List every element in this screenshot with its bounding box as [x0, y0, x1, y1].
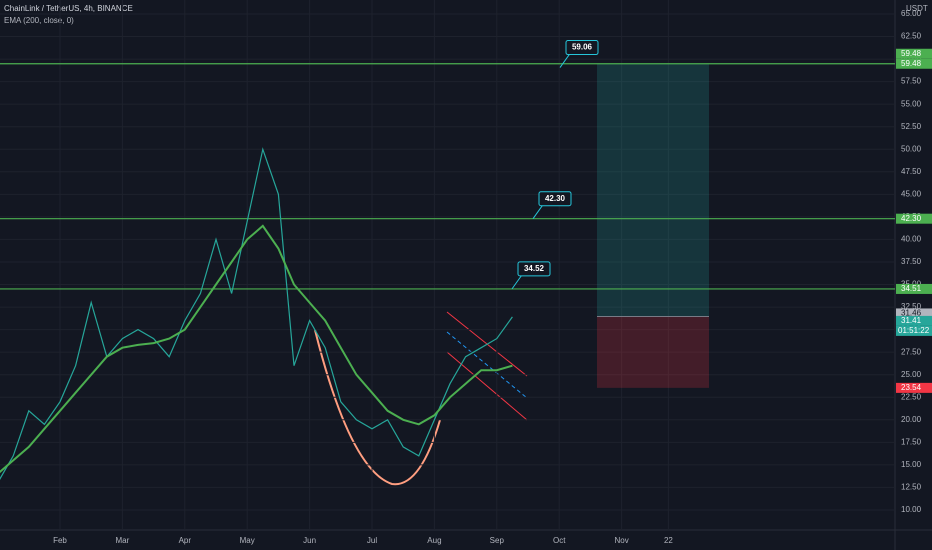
price-badge-label: 31.41: [901, 316, 922, 325]
price-badge-label: 34.51: [901, 284, 922, 293]
price-badge-label: 23.54: [901, 383, 922, 392]
price-badge-label: 31.46: [901, 309, 922, 318]
y-tick-label: 45.00: [901, 189, 922, 198]
price-badge-label: 59.48: [901, 49, 922, 58]
y-tick-label: 10.00: [901, 505, 922, 514]
y-tick-label: 27.50: [901, 347, 922, 356]
price-badge: [896, 283, 932, 294]
callout-pointer: [532, 204, 544, 219]
y-tick-label: 55.00: [901, 99, 922, 108]
callout-pointer: [511, 274, 523, 290]
y-tick-label: 25.00: [901, 370, 922, 379]
series-line: [0, 224, 513, 474]
countdown-label: 01:51:22: [898, 326, 930, 335]
series-line: [0, 147, 513, 480]
y-tick-label: 50.00: [901, 144, 922, 153]
x-tick-label: Mar: [116, 536, 130, 545]
callout-label: 34.52: [524, 264, 545, 273]
y-tick-label: 17.50: [901, 437, 922, 446]
y-tick-label: 40.00: [901, 235, 922, 244]
y-tick-label: 65.00: [901, 9, 922, 18]
x-tick-label: Jun: [303, 536, 316, 545]
x-tick-label: Apr: [179, 536, 192, 545]
countdown-badge: [896, 325, 932, 336]
y-tick-label: 15.00: [901, 460, 922, 469]
callout-label: 42.30: [545, 194, 566, 203]
x-tick-label: Sep: [490, 536, 505, 545]
indicator-label: EMA (200, close, 0): [4, 16, 74, 25]
price-badge: [896, 213, 932, 224]
price-badge: [896, 315, 932, 326]
y-tick-label: 20.00: [901, 415, 922, 424]
x-tick-label: May: [240, 536, 255, 545]
callout-box: [538, 191, 572, 207]
cup-curve: [314, 329, 441, 486]
price-badge: [896, 308, 932, 319]
price-badge: [896, 382, 932, 393]
x-tick-label: Feb: [53, 536, 67, 545]
channel-mid: [446, 331, 528, 399]
stop-zone: [597, 316, 709, 388]
price-badge: [896, 48, 932, 59]
y-tick-label: 22.50: [901, 392, 922, 401]
x-tick-label: Aug: [427, 536, 441, 545]
y-tick-label: 12.50: [901, 483, 922, 492]
price-badge-label: 42.30: [901, 214, 922, 223]
channel-line: [446, 351, 528, 421]
x-tick-label: Jul: [367, 536, 377, 545]
price-badge: [896, 58, 932, 69]
y-tick-label: 32.50: [901, 302, 922, 311]
x-tick-label: 22: [664, 536, 673, 545]
callout-box: [565, 40, 599, 56]
callout-box: [517, 261, 551, 277]
x-tick-label: Nov: [614, 536, 628, 545]
axis-unit: USDT: [906, 4, 928, 13]
callout-pointer: [559, 53, 571, 68]
y-tick-label: 52.50: [901, 122, 922, 131]
target-zone: [597, 63, 709, 317]
y-tick-label: 37.50: [901, 257, 922, 266]
symbol-title: ChainLink / TetherUS, 4h, BINANCE: [4, 4, 133, 13]
y-tick-label: 47.50: [901, 167, 922, 176]
y-tick-label: 62.50: [901, 32, 922, 41]
price-badge-label: 59.48: [901, 59, 922, 68]
x-tick-label: Oct: [553, 536, 566, 545]
callout-label: 59.06: [572, 43, 593, 52]
y-tick-label: 57.50: [901, 77, 922, 86]
